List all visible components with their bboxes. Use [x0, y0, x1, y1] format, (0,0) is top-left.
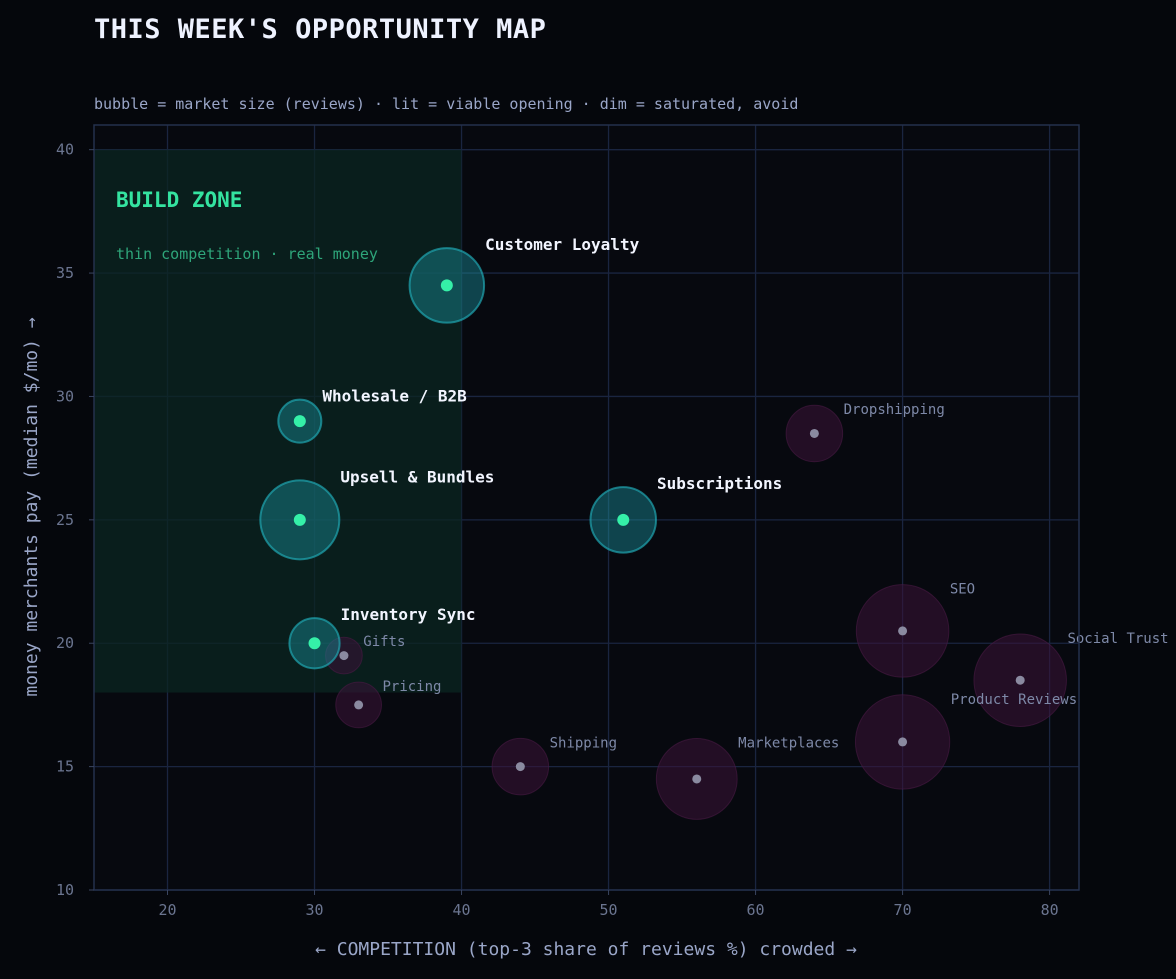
data-point: Social Trust [973, 631, 1169, 727]
data-point: Wholesale / B2B [277, 387, 467, 444]
bubble-label: Customer Loyalty [485, 235, 639, 254]
bubble-label: Wholesale / B2B [322, 387, 467, 406]
chart-subtitle: bubble = market size (reviews) · lit = v… [94, 95, 799, 113]
chart-title: THIS WEEK'S OPPORTUNITY MAP [94, 14, 547, 45]
bubble-label: SEO [950, 582, 975, 598]
bubble-label: Gifts [363, 634, 405, 650]
bubble-center-dot [354, 700, 364, 710]
data-point: Inventory Sync [288, 605, 476, 670]
y-tick-label: 30 [56, 387, 74, 405]
bubble-label: Marketplaces [738, 736, 839, 752]
x-tick-label: 30 [305, 901, 323, 919]
bubble-center-dot [308, 637, 321, 650]
bubble-center-dot [339, 651, 349, 661]
build-zone-subtitle: thin competition · real money [116, 245, 378, 263]
y-tick-label: 10 [56, 881, 74, 899]
x-axis-label: ← COMPETITION (top-3 share of reviews %)… [315, 939, 857, 960]
y-tick-label: 25 [56, 511, 74, 529]
bubble-layer: Gifts Pricing Dropshipping SEO Social Trust P… [259, 235, 1169, 820]
bubble-center-dot [1015, 675, 1025, 685]
bubble-label: Subscriptions [657, 474, 782, 493]
x-tick-label: 70 [894, 901, 912, 919]
data-point: Upsell & Bundles [259, 467, 494, 561]
bubble-center-dot [293, 513, 306, 526]
bubble-center-dot [898, 737, 908, 747]
bubble-label: Dropshipping [844, 402, 945, 418]
data-point: Product Reviews [854, 692, 1077, 790]
data-point: Shipping [491, 735, 617, 796]
data-point: Dropshipping [785, 402, 945, 463]
axis-ticks: 20 30 40 50 60 70 80 10 15 20 25 30 35 40 [56, 141, 1059, 919]
bubble-label: Social Trust [1067, 631, 1168, 647]
build-zone-title: BUILD ZONE [116, 188, 242, 212]
bubble-center-dot [515, 762, 525, 772]
y-tick-label: 15 [56, 758, 74, 776]
plot-frame [93, 124, 1080, 891]
bubble-label: Upsell & Bundles [340, 467, 494, 486]
x-tick-label: 20 [158, 901, 176, 919]
y-axis-label: money merchants pay (median $/mo) → [21, 317, 42, 696]
x-tick-label: 50 [600, 901, 618, 919]
bubble-center-dot [293, 415, 306, 428]
data-point: Gifts [325, 634, 405, 675]
bubble-center-dot [440, 279, 453, 292]
data-point: SEO [855, 582, 975, 678]
bubble-label: Product Reviews [951, 692, 1077, 708]
x-tick-label: 40 [453, 901, 471, 919]
y-tick-label: 40 [56, 141, 74, 159]
bubble-center-dot [617, 513, 630, 526]
bubble-center-dot [809, 428, 819, 438]
bubble-center-dot [692, 774, 702, 784]
y-tick-label: 20 [56, 634, 74, 652]
bubble-label: Inventory Sync [341, 605, 476, 624]
data-point: Subscriptions [589, 474, 782, 554]
x-tick-label: 60 [747, 901, 765, 919]
y-tick-label: 35 [56, 264, 74, 282]
bubble-label: Shipping [550, 735, 617, 751]
data-point: Customer Loyalty [408, 235, 640, 324]
data-point: Pricing [335, 679, 441, 729]
bubble-center-dot [898, 626, 908, 636]
data-point: Marketplaces [655, 736, 839, 820]
bubble-label: Pricing [382, 679, 441, 695]
x-tick-label: 80 [1041, 901, 1059, 919]
